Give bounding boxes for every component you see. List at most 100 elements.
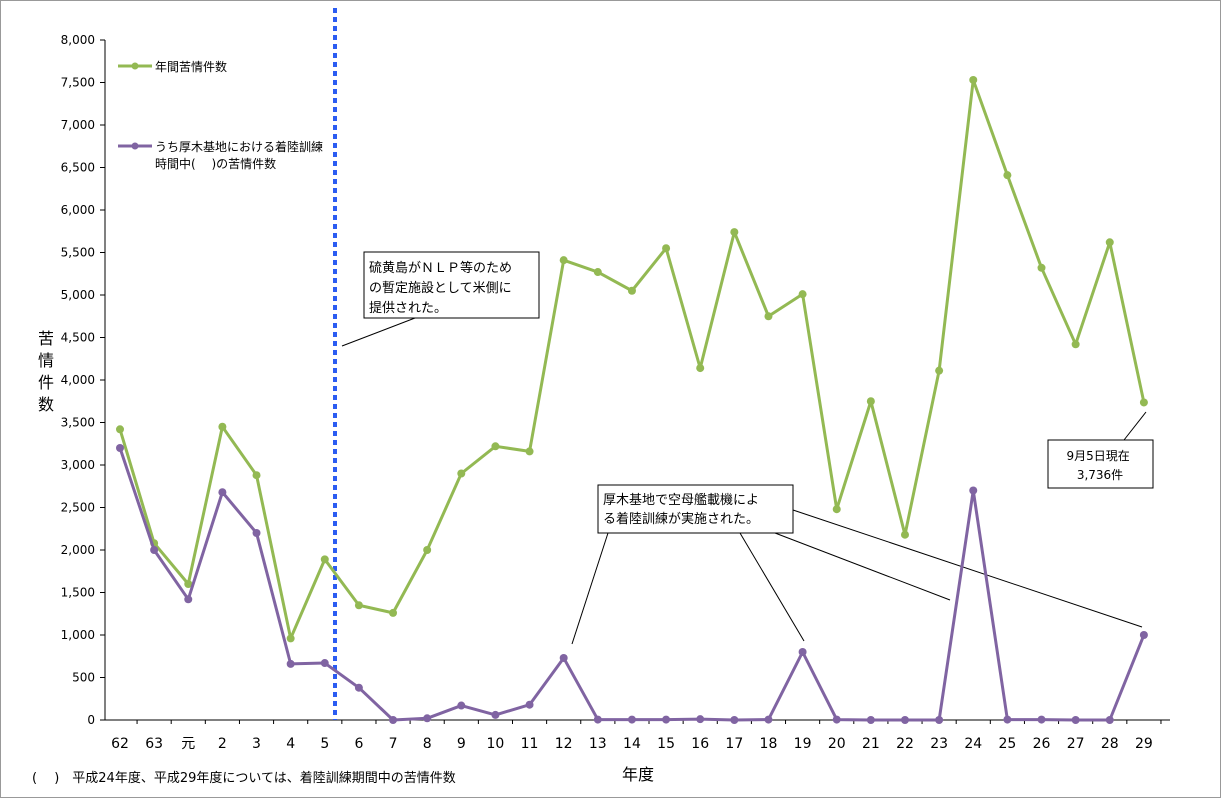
y-tick-label: 7,500	[61, 76, 95, 90]
x-tick-label: 62	[111, 736, 129, 752]
annotation-iwo-jima-line: 提供された。	[369, 300, 447, 316]
data-point-annual	[184, 580, 193, 588]
data-point-annual	[389, 608, 398, 617]
data-point-annual	[491, 442, 500, 451]
x-tick-label: 11	[521, 736, 539, 752]
x-tick-label: 27	[1067, 736, 1085, 752]
x-tick-label: 5	[320, 736, 329, 752]
data-point-annual	[662, 244, 671, 253]
annotation-atsugi-pointer	[774, 532, 951, 601]
data-point-annual	[559, 256, 568, 265]
data-point-atsugi	[218, 488, 227, 497]
annotation-iwo-jima-pointer	[341, 317, 416, 347]
x-tick-label: 12	[555, 736, 573, 752]
data-point-annual	[252, 471, 261, 480]
x-tick-label: 25	[998, 736, 1016, 752]
data-point-annual	[798, 290, 807, 299]
x-tick-label: 4	[286, 736, 295, 752]
data-point-atsugi	[491, 710, 500, 719]
data-point-atsugi	[457, 701, 466, 710]
data-point-atsugi	[1071, 716, 1080, 724]
y-tick-label: 2,000	[61, 543, 95, 557]
annotation-iwo-jima-line: の暫定施設として米側に	[369, 280, 512, 296]
annotation-iwo-jima-line: 硫黄島がＮＬＰ等のため	[369, 260, 512, 276]
x-tick-label: 9	[457, 736, 466, 752]
legend-label-atsugi: うち厚木基地における着陸訓練 時間中( )の苦情件数	[155, 139, 327, 171]
data-point-atsugi	[389, 716, 398, 724]
x-tick-label: 24	[964, 736, 982, 752]
x-tick-label: 8	[423, 736, 432, 752]
data-point-atsugi	[184, 595, 193, 604]
data-point-atsugi	[900, 716, 909, 724]
legend-label-atsugi-line: 時間中( )の苦情件数	[155, 156, 276, 171]
x-tick-label: 28	[1101, 736, 1119, 752]
x-tick-label: 18	[760, 736, 778, 752]
y-axis-label-char: 情	[38, 351, 54, 370]
x-tick-label: 29	[1135, 736, 1153, 752]
x-tick-label: 22	[896, 736, 914, 752]
annotation-atsugi-line: る着陸訓練が実施された。	[603, 511, 759, 527]
x-tick-label: 20	[828, 736, 846, 752]
y-axis-label-char: 数	[38, 395, 54, 414]
x-tick-label: 14	[623, 736, 641, 752]
footnote: ( ) 平成24年度、平成29年度については、着陸訓練期間中の苦情件数	[32, 770, 456, 786]
annotation-iwo-jima: 硫黄島がＮＬＰ等のため の暫定施設として米側に 提供された。	[341, 251, 540, 347]
legend-entry-annual: 年間苦情件数	[118, 59, 227, 74]
data-point-annual	[1071, 340, 1080, 349]
legend-label-atsugi-line: うち厚木基地における着陸訓練	[155, 139, 323, 154]
data-point-annual	[423, 546, 432, 554]
data-point-annual	[969, 75, 978, 84]
data-point-annual	[866, 397, 875, 406]
legend-label-annual: 年間苦情件数	[155, 59, 227, 74]
x-tick-label: 3	[252, 736, 261, 752]
data-point-atsugi	[150, 546, 159, 554]
y-tick-label: 7,000	[61, 118, 95, 132]
y-tick-label: 5,500	[61, 246, 95, 260]
y-tick-label: 500	[72, 671, 95, 685]
data-point-atsugi	[832, 715, 841, 724]
data-point-atsugi	[252, 529, 261, 537]
x-tick-label: 2	[218, 736, 227, 752]
data-point-annual	[730, 228, 739, 237]
x-tick-label: 元	[181, 736, 195, 752]
annotation-current: 9月5日現在 3,736件	[1047, 411, 1154, 489]
data-point-atsugi	[935, 716, 944, 724]
data-point-atsugi	[1003, 715, 1012, 724]
data-point-atsugi	[525, 700, 534, 709]
annotation-atsugi-pointer	[739, 532, 805, 642]
legend-marker-atsugi	[131, 142, 139, 150]
x-tick-label: 7	[389, 736, 398, 752]
data-point-annual	[457, 469, 466, 478]
data-point-atsugi	[559, 653, 568, 662]
y-tick-label: 4,500	[61, 331, 95, 345]
y-tick-label: 3,000	[61, 458, 95, 472]
data-point-atsugi	[764, 715, 773, 724]
y-axis-label-char: 件	[38, 373, 54, 392]
y-tick-label: 4,000	[61, 373, 95, 387]
x-tick-label: 63	[145, 736, 163, 752]
data-point-annual	[116, 425, 124, 434]
data-point-annual	[593, 268, 602, 277]
data-point-annual	[218, 422, 227, 431]
y-tick-label: 2,500	[61, 501, 95, 515]
data-point-atsugi	[730, 716, 739, 724]
data-point-annual	[1139, 398, 1148, 407]
data-point-atsugi	[627, 715, 636, 724]
data-point-atsugi	[1037, 715, 1046, 724]
x-tick-label: 13	[589, 736, 607, 752]
annotation-current-text: 9月5日現在 3,736件	[1066, 449, 1133, 482]
data-point-atsugi	[593, 715, 602, 724]
x-tick-label: 19	[794, 736, 812, 752]
x-tick-label: 17	[725, 736, 743, 752]
data-point-annual	[1037, 263, 1046, 272]
y-axis-label-char: 苦	[38, 329, 54, 348]
data-point-atsugi	[662, 715, 671, 724]
series-layer	[116, 75, 1148, 724]
y-tick-label: 6,000	[61, 203, 95, 217]
annotation-current-box	[1047, 439, 1154, 489]
legend-marker-annual	[131, 62, 139, 70]
data-point-atsugi	[320, 659, 329, 668]
data-point-atsugi	[1105, 716, 1114, 724]
data-point-annual	[832, 505, 841, 514]
